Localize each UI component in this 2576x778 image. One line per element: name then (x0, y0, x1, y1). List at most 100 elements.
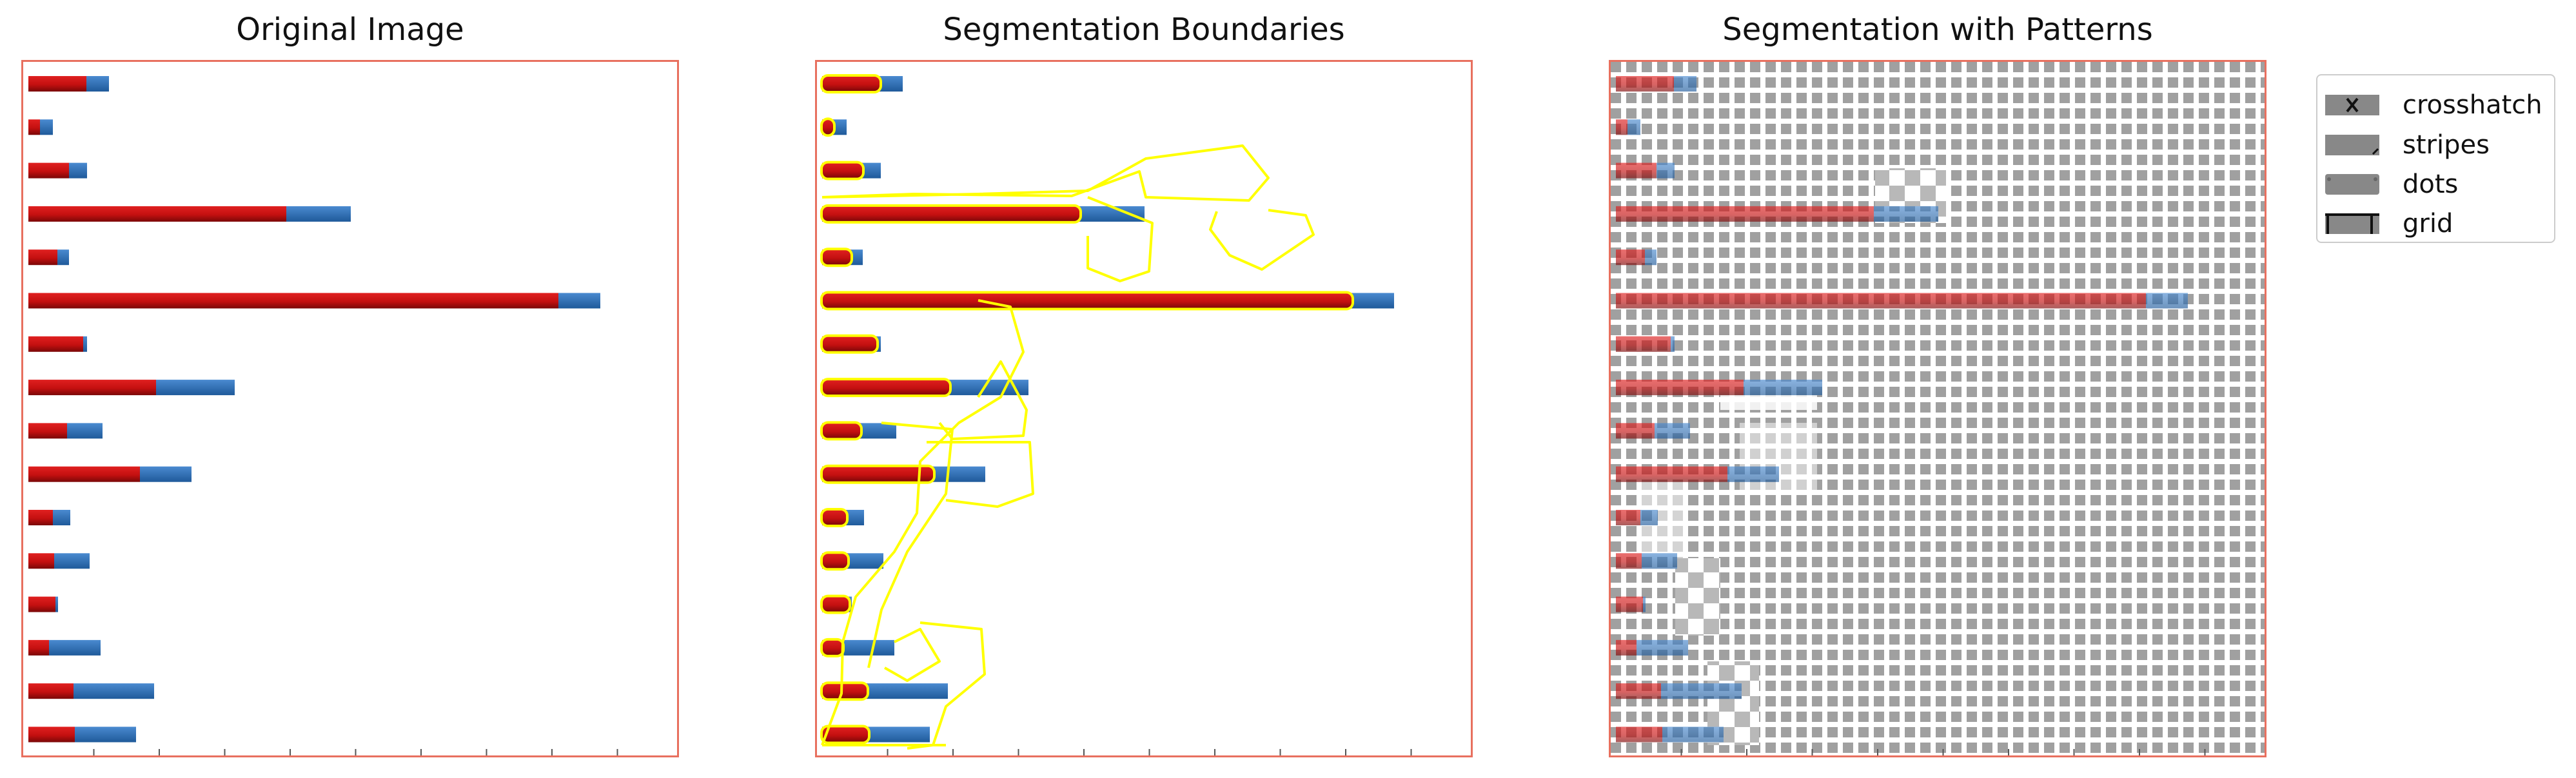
bar-group (820, 74, 1394, 744)
legend-item-crosshatch: crosshatch (2325, 88, 2542, 122)
bar-blue-segment (86, 76, 109, 92)
stripes-pattern-icon (2325, 135, 2379, 155)
bar-red-segment (28, 510, 53, 525)
original-image-canvas (28, 76, 618, 755)
bar-red-segment (822, 119, 834, 135)
bar-blue-segment (69, 162, 87, 179)
segment-boundary (820, 508, 849, 527)
legend-item-dots: dots (2325, 168, 2458, 201)
bar-pattern-overlay (1616, 206, 1938, 222)
bar-red-segment (822, 76, 880, 92)
bar-red-segment (28, 639, 49, 656)
bar-blue-segment (75, 726, 136, 743)
boundary-outline (821, 144, 1270, 202)
bar-blue-segment (1352, 293, 1394, 309)
bar-pattern-overlay (1616, 683, 1742, 699)
bar-red-segment (28, 380, 156, 396)
bar-red-segment (28, 293, 558, 309)
bar-pattern-overlay (1616, 76, 1696, 92)
bar-pattern-overlay (1616, 336, 1675, 352)
bar-blue-segment (843, 639, 894, 656)
bar-red-segment (28, 423, 67, 439)
bar-blue-segment (40, 119, 53, 135)
bar-blue-segment (156, 380, 235, 396)
bar-blue-segment (848, 553, 883, 569)
bar-red-segment (822, 380, 950, 396)
bar-blue-segment (1080, 206, 1145, 222)
bar-blue-segment (880, 76, 903, 92)
bar-blue-segment (74, 683, 154, 699)
bar-blue-segment (834, 119, 847, 135)
bar-red-segment (28, 162, 69, 179)
legend-item-stripes: stripes (2325, 128, 2490, 162)
bar-red-segment (28, 683, 74, 699)
legend-item-grid: grid (2325, 207, 2453, 240)
bar-blue-segment (863, 162, 881, 179)
bar-blue-segment (54, 553, 90, 569)
bar-blue-segment (67, 423, 103, 439)
bar-red-segment (28, 726, 75, 743)
bar-pattern-overlay (1616, 249, 1657, 266)
bar-red-segment (28, 553, 54, 569)
bar-blue-segment (286, 206, 351, 222)
title-segmentation-with-patterns: Segmentation with Patterns (1722, 12, 2153, 48)
legend-label-crosshatch: crosshatch (2403, 90, 2542, 120)
bar-blue-segment (851, 249, 863, 266)
bar-pattern-overlay (1616, 553, 1677, 569)
bar-red-segment (28, 119, 40, 135)
bar-red-segment (822, 596, 849, 612)
segment-boundary (820, 464, 936, 484)
bar-pattern-overlay (1616, 596, 1646, 612)
pattern-overlay (1616, 76, 2188, 743)
legend-label-grid: grid (2403, 209, 2453, 238)
bar-blue-segment (869, 726, 930, 743)
checker-region (1675, 558, 1720, 636)
bar-blue-segment (558, 293, 600, 309)
panel-original-image (21, 60, 679, 757)
boundary-outline (884, 628, 941, 682)
segment-boundary (820, 160, 865, 180)
boundary-outline (867, 422, 954, 668)
bar-pattern-overlay (1616, 423, 1690, 439)
segment-boundary (820, 204, 1082, 224)
bar-pattern-overlay (1616, 466, 1779, 482)
bar-pattern-overlay (1616, 162, 1675, 179)
segment-boundary (820, 551, 850, 571)
grid-pattern-background (1611, 62, 2265, 755)
legend-label-stripes: stripes (2403, 130, 2490, 160)
segment-boundary (820, 248, 853, 267)
bar-blue-segment (83, 336, 87, 352)
bar-red-segment (822, 423, 861, 439)
title-segmentation-boundaries: Segmentation Boundaries (943, 12, 1345, 48)
bar-red-segment (28, 206, 286, 222)
bar-red-segment (822, 553, 848, 569)
dots-pattern-icon (2325, 174, 2379, 195)
bar-pattern-overlay (1616, 726, 1724, 743)
bar-blue-segment (140, 466, 192, 482)
segmentation-boundaries-canvas (820, 74, 1412, 755)
bar-red-segment (822, 249, 851, 266)
legend: crosshatch stripes dots grid (2316, 74, 2555, 243)
panel-segmentation-patterns (1609, 60, 2266, 757)
x-axis-ticks (1680, 749, 2206, 755)
segment-boundary (820, 725, 870, 744)
bar-blue-segment (49, 639, 101, 656)
segment-boundary (820, 421, 863, 441)
bar-red-segment (822, 293, 1352, 309)
x-axis-ticks (887, 749, 1412, 755)
segment-boundary (820, 681, 869, 701)
bar-blue-segment (867, 683, 948, 699)
segmentation-patterns-canvas (1611, 62, 2265, 755)
white-region (1740, 423, 1817, 494)
grid-pattern-icon (2325, 213, 2379, 234)
segment-boundary (820, 74, 882, 93)
crosshatch-pattern-icon (2325, 95, 2379, 115)
bar-red-segment (28, 336, 83, 352)
x-axis-ticks (93, 749, 618, 755)
bar-pattern-overlay (1616, 639, 1688, 656)
bar-red-segment (28, 596, 55, 612)
title-original-image: Original Image (236, 12, 464, 48)
segment-boundary (820, 378, 952, 398)
boundary-outline (938, 360, 1028, 440)
bar-red-segment (822, 510, 847, 525)
